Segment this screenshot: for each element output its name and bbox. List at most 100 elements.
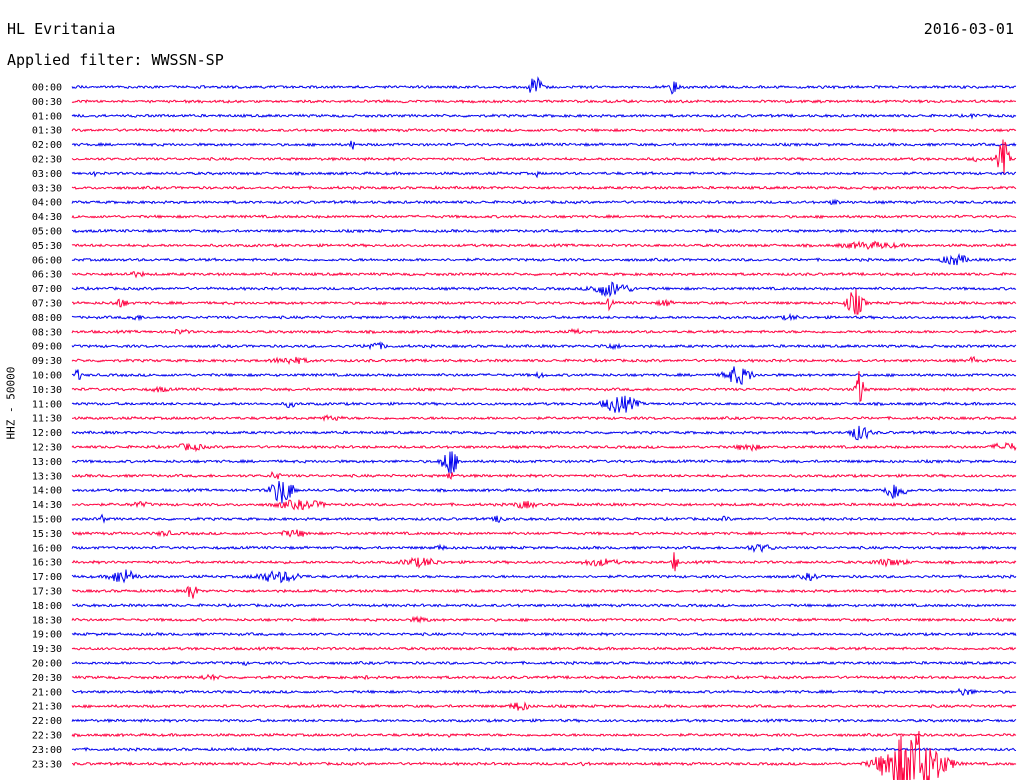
station-name: HL Evritania — [7, 20, 116, 38]
seismic-trace — [71, 746, 1017, 752]
trace-time-label: 08:30 — [32, 327, 62, 338]
seismic-trace — [71, 213, 1017, 220]
trace-time-label: 16:00 — [32, 543, 62, 554]
trace-time-label: 17:30 — [32, 587, 62, 598]
seismic-trace — [71, 327, 1017, 335]
trace-time-label: 06:00 — [32, 255, 62, 266]
seismic-trace — [71, 185, 1017, 191]
trace-time-label: 07:00 — [32, 284, 62, 295]
trace-time-label: 18:30 — [32, 615, 62, 626]
seismic-trace — [71, 341, 1017, 351]
seismic-trace — [71, 425, 1017, 441]
trace-time-label: 22:00 — [32, 716, 62, 727]
seismic-trace — [71, 687, 1017, 697]
trace-time-label: 07:30 — [32, 299, 62, 310]
seismic-trace — [71, 543, 1017, 553]
seismic-trace — [71, 701, 1017, 711]
seismic-trace — [71, 281, 1017, 298]
trace-time-label: 12:00 — [32, 428, 62, 439]
trace-time-label: 23:00 — [32, 745, 62, 756]
trace-time-label: 04:00 — [32, 198, 62, 209]
trace-time-label: 04:30 — [32, 212, 62, 223]
seismic-trace — [71, 481, 1017, 504]
seismic-trace — [71, 673, 1017, 682]
trace-time-label: 16:30 — [32, 558, 62, 569]
trace-time-label: 00:00 — [32, 83, 62, 94]
trace-time-label: 09:30 — [32, 356, 62, 367]
seismic-trace — [71, 140, 1017, 150]
seismic-trace — [71, 441, 1017, 453]
trace-time-label: 05:00 — [32, 227, 62, 238]
seismic-trace — [71, 198, 1017, 206]
trace-time-label: 08:00 — [32, 313, 62, 324]
trace-time-label: 00:30 — [32, 97, 62, 108]
seismic-trace — [71, 240, 1017, 250]
record-date: 2016-03-01 — [923, 20, 1014, 38]
seismic-trace — [71, 718, 1017, 724]
seismic-trace — [72, 731, 1017, 780]
trace-time-label: 13:00 — [32, 457, 62, 468]
trace-time-label: 22:30 — [32, 731, 62, 742]
trace-time-label: 15:00 — [32, 515, 62, 526]
seismic-trace — [71, 732, 1017, 738]
seismic-trace — [71, 270, 1017, 279]
seismic-trace — [71, 499, 1017, 511]
trace-time-label: 21:00 — [32, 687, 62, 698]
seismic-trace — [71, 289, 1017, 315]
seismic-trace — [71, 371, 1017, 403]
seismic-trace — [71, 170, 1017, 179]
trace-time-label: 21:30 — [32, 702, 62, 713]
trace-time-label: 10:00 — [32, 371, 62, 382]
trace-time-label: 11:30 — [32, 414, 62, 425]
seismic-trace — [71, 366, 1017, 385]
seismic-trace — [71, 471, 1017, 480]
trace-time-label: 10:30 — [32, 385, 62, 396]
seismic-trace — [71, 529, 1017, 538]
seismic-trace — [71, 552, 1017, 572]
trace-time-label: 15:30 — [32, 529, 62, 540]
seismic-trace — [71, 127, 1017, 133]
trace-time-label: 03:30 — [32, 183, 62, 194]
seismic-trace — [71, 253, 1017, 266]
trace-time-label: 18:00 — [32, 601, 62, 612]
seismic-trace — [71, 513, 1017, 524]
trace-time-label: 14:00 — [32, 486, 62, 497]
seismic-trace — [71, 660, 1017, 667]
seismic-trace — [71, 312, 1017, 322]
trace-time-label: 13:30 — [32, 471, 62, 482]
filter-label: Applied filter: WWSSN-SP — [7, 51, 224, 69]
trace-time-label: 14:30 — [32, 500, 62, 511]
seismic-trace — [71, 414, 1017, 422]
seismic-trace — [71, 646, 1017, 652]
seismic-trace — [71, 112, 1017, 120]
seismic-trace — [71, 98, 1017, 104]
trace-time-label: 06:30 — [32, 270, 62, 281]
trace-time-label: 17:00 — [32, 572, 62, 583]
trace-time-label: 23:30 — [32, 759, 62, 770]
seismic-trace — [71, 228, 1017, 234]
trace-time-label: 11:00 — [32, 399, 62, 410]
seismic-trace — [71, 395, 1017, 413]
trace-time-label: 12:30 — [32, 443, 62, 454]
trace-time-label: 02:00 — [32, 140, 62, 151]
trace-time-label: 20:30 — [32, 673, 62, 684]
seismic-trace — [71, 602, 1017, 608]
trace-time-label: 01:00 — [32, 111, 62, 122]
seismic-trace — [71, 631, 1017, 637]
seismic-trace — [71, 76, 1017, 95]
trace-time-label: 20:00 — [32, 659, 62, 670]
seismic-trace — [71, 355, 1017, 365]
trace-time-label: 01:30 — [32, 126, 62, 137]
trace-time-label: 02:30 — [32, 155, 62, 166]
trace-time-label: 05:30 — [32, 241, 62, 252]
trace-time-label: 09:00 — [32, 342, 62, 353]
trace-time-label: 03:00 — [32, 169, 62, 180]
trace-time-label: 19:00 — [32, 630, 62, 641]
trace-time-label: 19:30 — [32, 644, 62, 655]
seismic-trace — [71, 139, 1017, 175]
seismic-trace — [71, 451, 1017, 474]
seismic-trace — [71, 569, 1017, 584]
seismic-trace — [71, 585, 1017, 599]
seismic-trace — [71, 615, 1017, 624]
